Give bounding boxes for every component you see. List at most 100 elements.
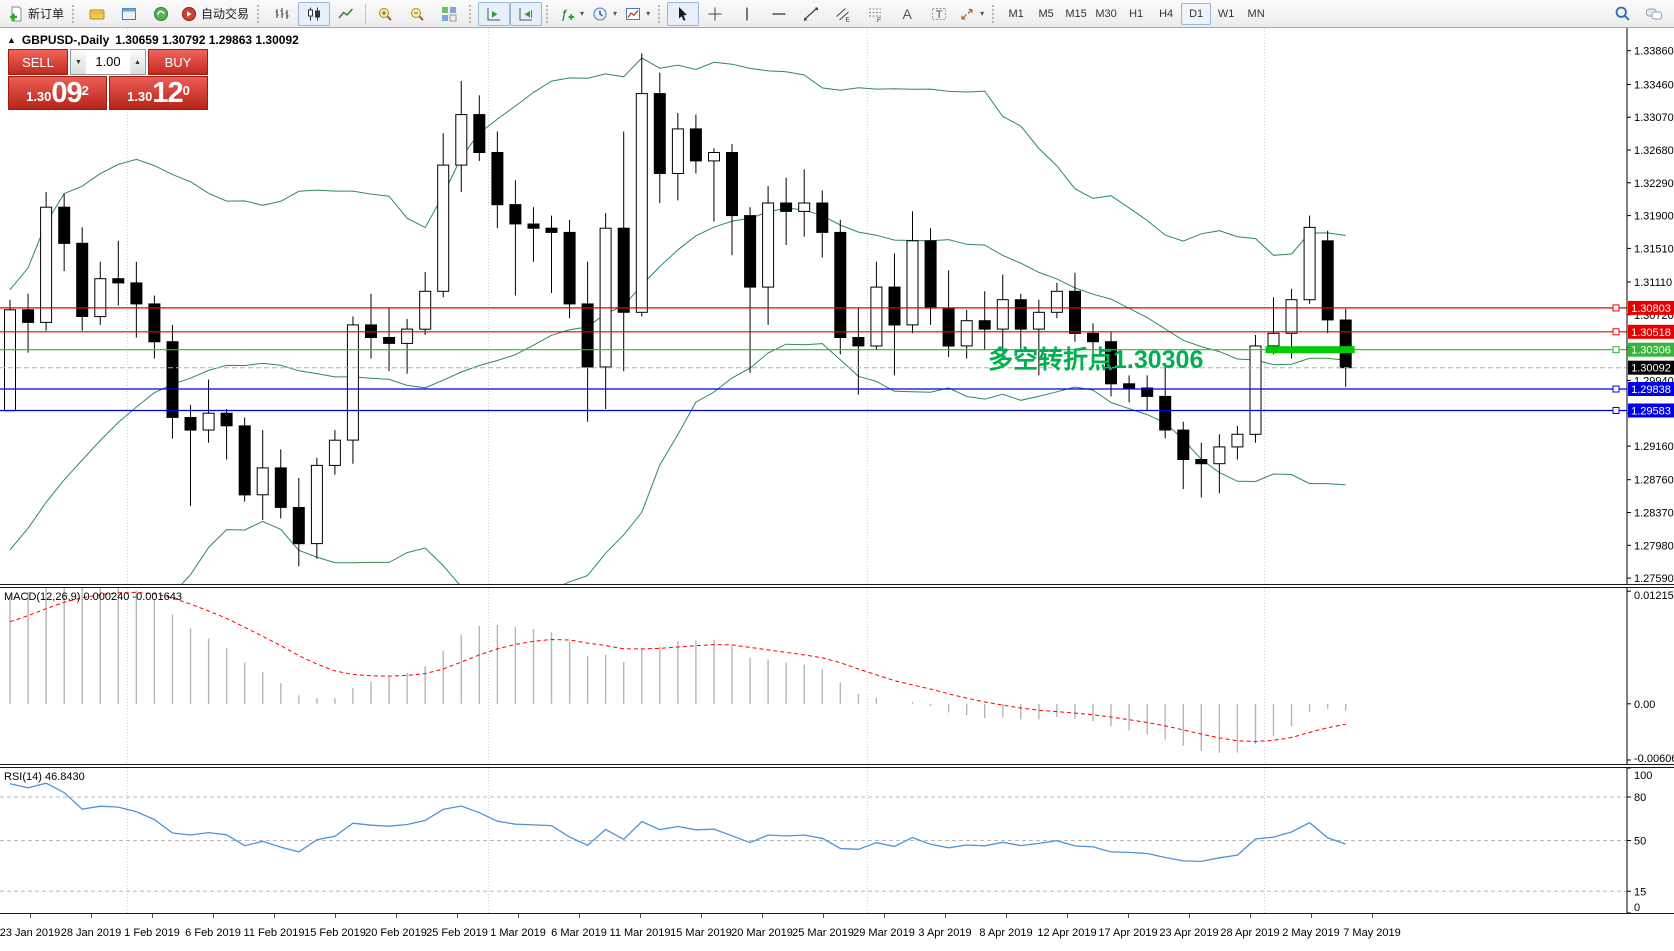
trendline-button[interactable] [795,2,827,26]
timeframe-m1[interactable]: M1 [1008,7,1024,20]
date-tick-mark [152,914,153,918]
auto-scroll-button[interactable] [478,1,511,26]
text-label-button[interactable]: T [923,2,955,26]
channel-button[interactable]: E [827,2,859,26]
candle [726,144,738,256]
periods-button[interactable]: ▾ [588,2,621,26]
timeframe-m5[interactable]: M5 [1038,7,1054,20]
candle [1159,367,1172,439]
chart-shift-button[interactable] [510,1,543,26]
date-tick-mark [335,914,336,918]
templates-button[interactable]: ▾ [621,2,654,26]
date-tick-mark [91,914,92,918]
candle [202,379,215,443]
candle [996,274,1009,352]
line-handle[interactable] [1612,407,1620,414]
new-order-icon [10,6,22,21]
main-price-pane[interactable]: 1.33860 1.33460 1.33070 1.32680 1.32290 1.319… [0,28,1674,584]
date-tick-label: 17 Apr 2019 [1098,927,1158,939]
vertical-line-button[interactable] [731,2,763,26]
candle [671,113,684,201]
indicators-button[interactable]: ƒ ▾ [555,2,588,26]
candle [581,261,594,422]
timeframe-h1[interactable]: H1 [1129,7,1144,20]
cursor-button[interactable] [667,1,700,26]
text-label-icon: T [932,7,947,21]
svg-text:1.30518: 1.30518 [1631,327,1671,339]
candle [274,449,287,519]
date-tick-mark [701,914,702,918]
candle [744,207,757,373]
macd-pane[interactable]: 0.012157 0.00 -0.006064 [0,588,1674,764]
line-handle[interactable] [1612,346,1620,354]
candle [1195,442,1208,498]
channel-icon: E [836,7,851,22]
strategy-tester-button[interactable] [145,2,177,26]
chart-profiles-button[interactable] [81,2,113,26]
line-handle[interactable] [1612,385,1620,393]
pane-divider[interactable] [0,584,1674,588]
chat-icon [1646,8,1662,19]
rsi-label: RSI(14) 46.8430 [4,771,85,783]
date-tick-label: 25 Feb 2019 [426,927,488,939]
date-tick-label: 28 Apr 2019 [1220,927,1280,939]
volume-increase-button[interactable]: ▲ [130,50,145,74]
chat-button[interactable] [1638,2,1670,26]
volume-input[interactable]: 1.00 [95,54,121,69]
data-window-button[interactable] [113,2,145,26]
sell-button[interactable]: SELL [8,49,68,75]
candle [798,169,811,237]
date-tick-mark [762,914,763,918]
tile-windows-button[interactable] [433,2,465,26]
text-button[interactable]: A [891,2,923,26]
line-handle[interactable] [1612,304,1620,312]
search-button[interactable] [1606,2,1638,26]
candle [1267,297,1280,355]
buy-price-prefix: 1.30 [127,89,153,104]
buy-price-display[interactable]: 1.30 12 0 [109,76,208,110]
timeframe-d1[interactable]: D1 [1181,2,1212,25]
one-click-trading-panel: SELL ▼ 1.00 ▲ BUY 1.30 09 2 1.30 12 0 [8,49,208,110]
date-axis[interactable]: 23 Jan 2019 28 Jan 2019 1 Feb 2019 6 Feb 20… [0,913,1674,951]
timeframe-w1[interactable]: W1 [1217,7,1235,20]
volume-decrease-button[interactable]: ▼ [71,50,86,74]
crosshair-button[interactable] [699,2,731,26]
arrows-button[interactable]: ▾ [955,2,988,26]
line-chart-button[interactable] [330,2,362,26]
zoom-out-button[interactable] [401,2,433,26]
date-tick-label: 11 Mar 2019 [609,927,671,939]
candlestick-icon [308,7,321,20]
bar-chart-button[interactable] [266,2,298,26]
timeframe-m15[interactable]: M15 [1065,7,1087,20]
candlestick-button[interactable] [298,1,331,26]
horizontal-line-button[interactable] [763,2,795,26]
candle [653,72,666,203]
candle [22,293,35,353]
sell-price-display[interactable]: 1.30 09 2 [8,76,107,110]
timeframe-h4[interactable]: H4 [1159,7,1174,20]
timeframe-mn[interactable]: MN [1247,7,1265,20]
rsi-tick-label: 50 [1634,836,1646,848]
crosshair-icon [708,7,722,20]
fibonacci-button[interactable]: F [859,2,891,26]
autotrading-button[interactable]: 自动交易 [177,2,253,26]
new-order-button[interactable]: 新订单 [4,2,68,26]
buy-price-big: 12 [152,77,183,109]
svg-text:A: A [903,6,913,22]
turning-point-segment[interactable] [1265,346,1355,354]
timeframe-m30[interactable]: M30 [1095,7,1117,20]
zoom-in-button[interactable] [369,2,401,26]
candle [689,114,702,174]
rsi-tick-label: 100 [1634,770,1652,782]
pane-divider[interactable] [0,764,1674,768]
turning-point-annotation[interactable]: 多空转折点1.30306 [988,346,1204,374]
toolbar-handle [992,4,997,23]
line-handle[interactable] [1612,328,1620,336]
autotrading-icon [182,6,197,21]
price-badge: 1.30803 [1628,300,1674,315]
rsi-tick-label: 0 [1634,902,1640,913]
price-tick-label: 1.31110 [1634,277,1672,289]
collapse-panel-arrow-icon[interactable]: ▲ [7,35,16,45]
rsi-pane[interactable]: 100 80 50 15 0 [0,768,1674,913]
buy-button[interactable]: BUY [148,49,208,75]
